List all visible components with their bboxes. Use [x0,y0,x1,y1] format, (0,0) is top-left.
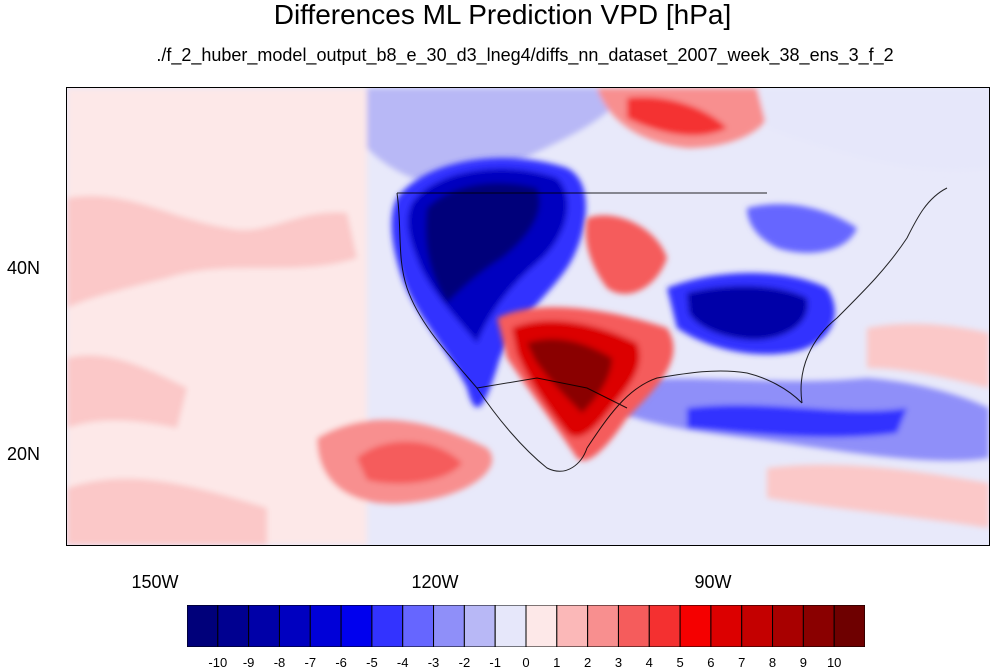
atlantic-coastline [800,187,948,404]
vpd-difference-field [67,88,989,545]
lon-label-90w: 90W [694,572,732,592]
colorbar-box [187,605,219,647]
colorbar-box [494,605,527,647]
colorbar-box [217,605,250,647]
colorbar-box [463,605,496,647]
colorbar-tick-label: -10 [208,655,228,670]
colorbar-box [710,605,743,647]
pacific-red-patch-2 [67,355,187,428]
colorbar-tick-label: 3 [614,655,623,670]
colorbar-tick-label: 6 [707,655,715,670]
colorbar-tick-label: 9 [799,655,807,670]
colorbar-box [587,605,619,647]
north-blue-band [367,88,627,187]
coastline-overlay [396,187,948,472]
colorbar-tick-label: -3 [427,655,440,670]
colorbar-tick-label: -6 [335,655,347,670]
pacific-coastline [396,192,588,472]
plains-red-patch [585,215,667,294]
south-pacific-red-band [67,478,267,545]
map-title: Differences ML Prediction VPD [hPa] [273,0,732,30]
colorbar-box [340,605,373,647]
colorbar-box [772,605,804,647]
gulf-blue-core [687,405,907,438]
southwest-red-core [527,338,612,413]
colorbar-tick-label: -1 [489,655,501,670]
northeast-light-region [757,88,989,171]
gulf-coastline [586,370,803,449]
colorbar-tick-label: -7 [304,655,317,670]
colorbar-box [278,605,311,647]
pacific-red-patch [67,195,357,308]
colorbar-box [648,605,681,647]
colorbar-box [679,605,712,647]
colorbar-box [556,605,589,647]
colorbar-tick-label: 1 [553,655,561,670]
colorbar-box [402,605,435,647]
colorbar-tick-label: 0 [522,655,530,670]
colorbar-tick-label: 5 [676,655,684,670]
colorbar-box [802,605,835,647]
colorbar-tick-label: 7 [738,655,746,670]
colorbar-tick-label: -9 [242,655,255,670]
map-subtitle: ./f_2_huber_model_output_b8_e_30_d3_lneg… [156,45,894,65]
colorbar-box [741,605,774,647]
colorbar-tick-label: 2 [583,655,592,670]
colorbar [187,605,865,647]
midwest-blue-patch [747,204,857,253]
lon-label-150w: 150W [131,572,179,592]
colorbar-box [525,605,558,647]
us-mexico-border [476,377,628,409]
map-plot-area [66,87,990,546]
colorbar-tick-label: -2 [458,655,471,670]
lat-label-40n: 40N [6,258,40,278]
colorbar-box [248,605,280,647]
atlantic-red-patch [867,323,989,388]
colorbar-tick-label: 4 [645,655,653,670]
caribbean-red-band [767,464,989,528]
colorbar-tick-label: 10 [826,655,842,670]
colorbar-tick-label: -8 [273,655,286,670]
colorbar-box [833,605,865,647]
colorbar-box [309,605,342,647]
western-us-blue-core [425,183,540,303]
colorbar-tick-label: 8 [768,655,777,670]
colorbar-box [371,605,404,647]
colorbar-tick-label: -5 [366,655,378,670]
subtropical-red-core [357,441,462,484]
pacific-light-red-region [67,88,367,545]
southeast-blue-core [687,286,808,340]
colorbar-box [433,605,465,647]
colorbar-box [617,605,650,647]
canada-red-core [627,97,727,136]
lat-label-20n: 20N [6,444,40,464]
colorbar-tick-label: -4 [396,655,409,670]
lon-label-120w: 120W [411,572,459,592]
